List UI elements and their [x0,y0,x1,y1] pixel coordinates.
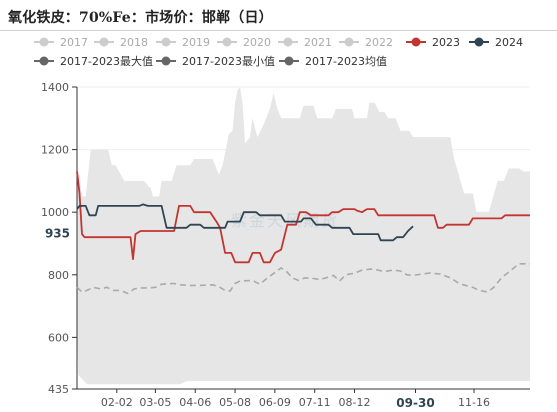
max-min-band [77,87,530,385]
title-divider [0,30,557,31]
legend-label: 2017 [60,36,88,49]
legend-item-2019-2[interactable]: 2019 [156,36,210,49]
x-tick-label: 11-16 [458,396,490,409]
x-tick-label: 05-08 [219,396,251,409]
y-tick-label: 600 [48,331,69,344]
x-tick-label: 04-06 [179,396,211,409]
legend-label: 2017-2023最小值 [182,55,275,68]
legend-circle-icon [39,37,49,47]
legend-label: 2022 [365,36,393,49]
legend-item-2017-2023--10[interactable]: 2017-2023均值 [279,55,387,68]
legend-circle-icon [283,37,293,47]
x-tick-label: 02-02 [101,396,133,409]
legend-circle-icon [161,37,171,47]
x-pointer-box [395,394,436,411]
legend-item-2020-3[interactable]: 2020 [217,36,271,49]
legend-item-2017-2023--8[interactable]: 2017-2023最大值 [34,54,153,68]
legend-circle-icon [99,37,109,47]
legend-label: 2019 [182,36,210,49]
legend-circle-icon [344,37,354,47]
series-line-2017-2023- [76,263,530,295]
y-tick-label: 800 [48,269,69,282]
legend-circle-icon [284,56,294,66]
legend-label: 2020 [243,36,271,49]
legend-circle-icon [161,56,171,66]
x-pointer-label: 09-30 [396,396,434,410]
y-axis: 435 600 800 1000 1200 1400 [41,81,78,396]
legend-circle-icon [222,37,232,47]
x-tick-label: 06-09 [259,396,291,409]
legend-label: 2024 [495,36,523,49]
x-axis: 02-02 03-05 04-06 05-08 06-09 07-11 08-12 11-16 [77,388,530,409]
legend-circle-icon [474,37,484,47]
legend-label: 2017-2023均值 [305,55,387,68]
legend-item-2021-4[interactable]: 2021 [278,36,332,49]
legend-item-2017-2023--9[interactable]: 2017-2023最小值 [156,55,275,68]
y-tick-label: 1000 [41,206,69,219]
y-tick-label: 1200 [41,144,69,157]
series-line-2024 [76,203,414,242]
series-line-2023 [76,171,530,264]
page-title: 氧化铁皮：70%Fe：市场价：邯郸（日） [8,10,273,26]
legend-item-2018-1[interactable]: 2018 [94,36,148,49]
legend-item-2022-5[interactable]: 2022 [339,36,393,49]
axis-highlights: 09-30 935 [44,223,436,411]
y-tick-label: 435 [48,383,69,396]
legend-circle-icon [39,56,49,66]
y-tick-label: 1400 [41,81,69,94]
y-pointer-box [44,223,74,241]
legend-item-2017-0[interactable]: 2017 [34,36,88,49]
x-tick-label: 07-11 [299,396,331,409]
max-min-area [77,87,530,385]
legend-label: 2017-2023最大值 [60,54,153,68]
legend-item-2023-6[interactable]: 2023 [406,36,460,49]
x-tick-label: 08-12 [339,396,371,409]
legend-label: 2021 [304,36,332,49]
legend-circle-icon [411,37,421,47]
legend-item-2024-7[interactable]: 2024 [469,36,523,49]
x-tick-label: 03-05 [139,396,171,409]
series-lines [76,171,530,295]
chart-legend: 2017 2018 2019 2020 2021 2022 2023 2024 2017-202… [34,36,523,68]
legend-label: 2023 [432,36,460,49]
legend-label: 2018 [120,36,148,49]
y-pointer-label: 935 [45,227,70,241]
